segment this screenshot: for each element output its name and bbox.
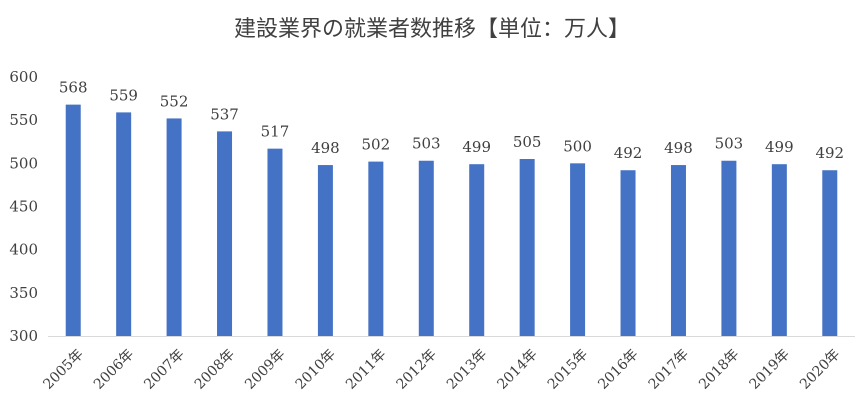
bar-2005年 [65, 104, 81, 336]
bar-2013年 [469, 164, 485, 336]
bar-2020年 [822, 170, 838, 336]
bar-2017年 [670, 165, 686, 336]
bar-2014年 [519, 159, 535, 336]
x-tick-label: 2015年 [545, 346, 591, 392]
bar-2018年 [721, 160, 737, 336]
x-tick-label: 2019年 [747, 346, 793, 392]
y-tick-label: 550 [9, 111, 38, 129]
data-label: 500 [563, 137, 592, 155]
data-label: 498 [664, 139, 693, 157]
x-tick-label: 2018年 [696, 346, 742, 392]
data-label: 499 [462, 138, 491, 156]
y-tick-label: 500 [9, 154, 38, 172]
y-tick-label: 450 [9, 198, 38, 216]
x-axis: 2005年 2006年 2007年 2008年 2009年 2010年 2011年 2012年… [40, 336, 855, 393]
data-label: 568 [59, 79, 88, 97]
bar-2015年 [570, 163, 586, 336]
bar-2009年 [267, 148, 283, 336]
data-label: 503 [412, 135, 441, 153]
data-label: 502 [362, 136, 391, 154]
y-tick-label: 300 [9, 327, 38, 345]
bar-2006年 [116, 112, 132, 336]
y-tick-label: 350 [9, 284, 38, 302]
x-tick-label: 2011年 [343, 346, 389, 392]
x-tick-label: 2006年 [91, 346, 137, 392]
chart-title: 建設業界の就業者数推移【単位：万人】 [234, 17, 630, 42]
data-label: 537 [210, 105, 239, 123]
data-label: 492 [614, 144, 643, 162]
data-label: 505 [513, 133, 542, 151]
x-tick-label: 2009年 [242, 346, 288, 392]
x-tick-label: 2020年 [797, 346, 843, 392]
data-labels: 568 559 552 537 517 498 502 503 499 505 500 492 498 5… [59, 79, 844, 163]
x-tick-label: 2012年 [393, 346, 439, 392]
data-label: 559 [109, 86, 138, 104]
bar-2010年 [317, 165, 333, 336]
data-label: 552 [160, 92, 189, 110]
bar-2008年 [217, 131, 233, 336]
y-tick-label: 400 [9, 241, 38, 259]
bar-2019年 [771, 164, 787, 336]
x-tick-label: 2014年 [494, 346, 540, 392]
x-tick-label: 2010年 [293, 346, 339, 392]
data-label: 492 [815, 144, 844, 162]
x-tick-label: 2013年 [444, 346, 490, 392]
bars [65, 104, 838, 336]
x-tick-label: 2007年 [141, 346, 187, 392]
y-tick-label: 600 [9, 68, 38, 86]
data-label: 498 [311, 139, 340, 157]
bar-2011年 [368, 161, 384, 336]
data-label: 517 [261, 123, 290, 141]
x-tick-label: 2017年 [646, 346, 692, 392]
y-axis: 300 350 400 450 500 550 600 [9, 68, 38, 345]
x-tick-label: 2005年 [40, 346, 86, 392]
bar-2016年 [620, 170, 636, 336]
bar-2012年 [418, 160, 434, 336]
data-label: 499 [765, 138, 794, 156]
x-tick-label: 2008年 [192, 346, 238, 392]
bar-2007年 [166, 118, 182, 336]
data-label: 503 [715, 135, 744, 153]
x-tick-label: 2016年 [595, 346, 641, 392]
